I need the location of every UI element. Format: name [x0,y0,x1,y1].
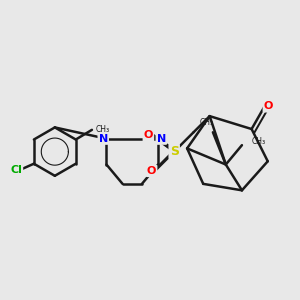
Text: O: O [147,166,156,176]
Text: CH₃: CH₃ [252,137,266,146]
Text: Cl: Cl [10,165,22,175]
Text: S: S [170,145,179,158]
Text: O: O [144,130,153,140]
Text: N: N [99,134,108,144]
Text: CH₃: CH₃ [95,125,109,134]
Text: O: O [264,101,273,112]
Text: CH₃: CH₃ [200,118,214,127]
Text: N: N [157,134,166,144]
